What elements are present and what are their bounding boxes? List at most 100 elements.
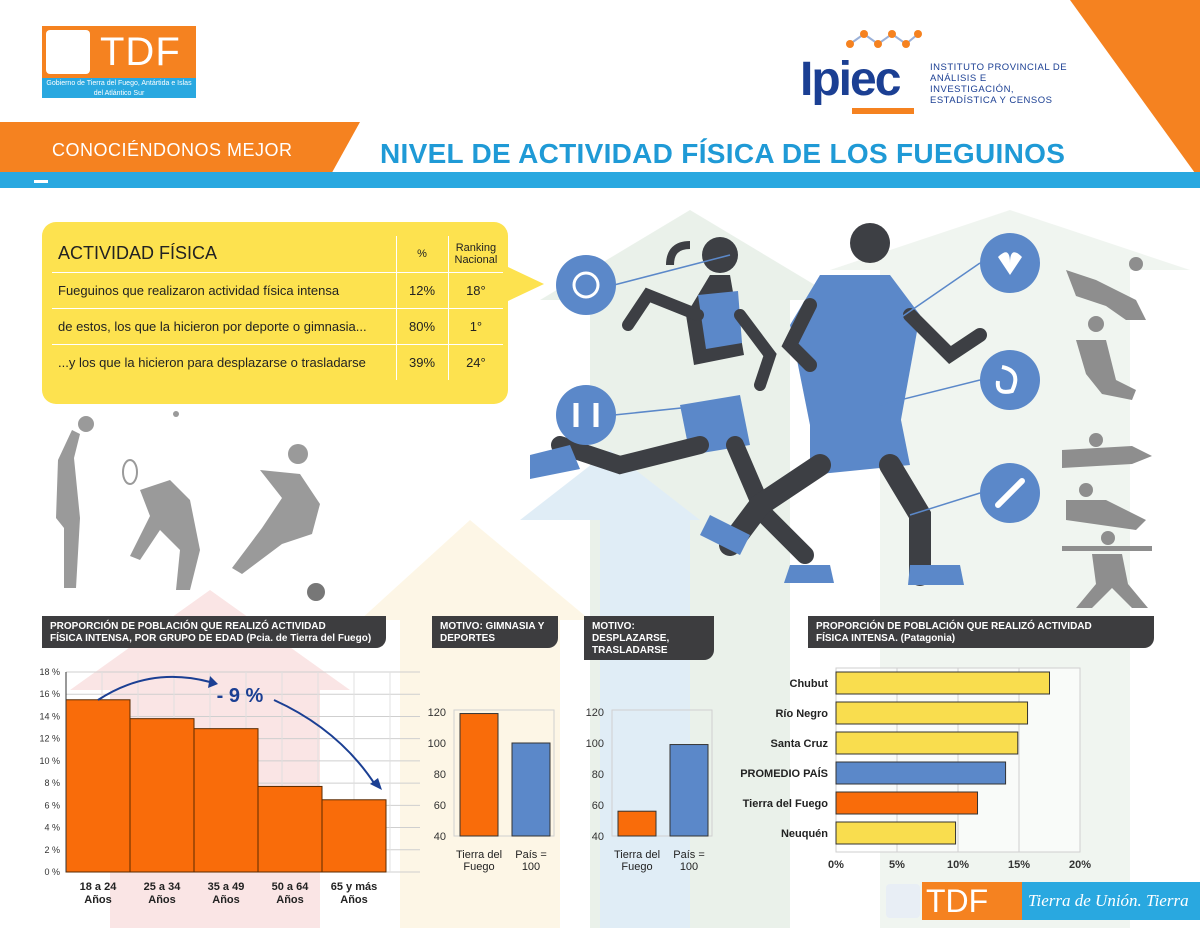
table-col-rank: Ranking Nacional (448, 236, 504, 273)
y-tick-label: 60 (592, 800, 604, 812)
x-tick-label: País = (673, 849, 705, 861)
move-chart-header: MOTIVO: DESPLAZARSE, TRASLADARSE (584, 616, 714, 660)
y-tick-label: 14 % (39, 711, 60, 721)
gym-chart-header: MOTIVO: GIMNASIA Y DEPORTES (432, 616, 558, 648)
y-tick-label: Chubut (790, 678, 829, 690)
activity-table: ACTIVIDAD FÍSICA % Ranking Nacional Fuegu… (52, 236, 504, 380)
shield-icon (46, 30, 90, 74)
stomach-icon (980, 350, 1040, 410)
y-tick-label: Santa Cruz (771, 738, 829, 750)
shield-icon (886, 884, 920, 918)
callout-tail (506, 266, 544, 302)
y-tick-label: 120 (586, 707, 604, 719)
section-banner (0, 122, 360, 174)
age-bar-chart: 0 % 2 % 4 % 6 % 8 % 10 % 12 % 14 % 16 % 18 % 18 a … (39, 667, 420, 906)
banner-stripe (0, 172, 984, 188)
y-tick-label: 80 (434, 769, 446, 781)
x-tick-label: 35 a 49 (208, 881, 245, 893)
arrow-head (208, 676, 218, 688)
exercise-silhouettes (1062, 257, 1152, 608)
tdf-logo-subtitle: Gobierno de Tierra del Fuego, Antártida … (42, 78, 196, 98)
y-tick-label: 6 % (44, 800, 60, 810)
bar (65, 699, 131, 873)
y-tick-label: 40 (434, 831, 446, 843)
bar (835, 791, 979, 815)
y-tick-label: 100 (586, 738, 604, 750)
bar (835, 671, 1050, 695)
bar (617, 810, 657, 837)
brain-icon (556, 255, 616, 315)
bar (835, 821, 957, 845)
footer-tdf: TDF (922, 882, 1022, 920)
x-tick-label: Fuego (463, 861, 494, 873)
y-tick-label: 60 (434, 800, 446, 812)
y-tick-label: 18 % (39, 667, 60, 677)
footer-logo: TDF Tierra de Unión. Tierra del Fuego. (886, 882, 1200, 922)
x-tick-label: 100 (522, 861, 540, 873)
network-icon (846, 30, 922, 48)
page-title: NIVEL DE ACTIVIDAD FÍSICA DE LOS FUEGUIN… (380, 138, 1066, 169)
bar (835, 731, 1019, 755)
x-tick-label: 10% (947, 859, 969, 871)
bar (321, 799, 387, 873)
trend-arrow (273, 699, 377, 787)
bar (257, 785, 323, 873)
y-tick-label: 100 (428, 738, 446, 750)
bar (669, 744, 709, 837)
corner-decoration (1070, 0, 1200, 180)
x-tick-label: 25 a 34 (144, 881, 182, 893)
arrow-head (370, 778, 382, 790)
x-tick-label: 65 y más (331, 881, 377, 893)
x-tick-label: Años (276, 894, 304, 906)
x-tick-label: Años (340, 894, 368, 906)
x-tick-label: Fuego (621, 861, 652, 873)
y-tick-label: 16 % (39, 689, 60, 699)
banner-stripe-right (890, 172, 1200, 188)
trend-arrow (97, 675, 211, 701)
tdf-logo: TDF Gobierno de Tierra del Fuego, Antárt… (42, 26, 196, 98)
y-tick-label: 0 % (44, 867, 60, 877)
y-tick-label: 10 % (39, 756, 60, 766)
y-tick-label: 4 % (44, 823, 60, 833)
x-tick-label: 0% (828, 859, 844, 871)
section-label: CONOCIÉNDONOS MEJOR (52, 140, 293, 160)
table-row: Fueguinos que realizaron actividad físic… (52, 272, 504, 309)
y-tick-label: PROMEDIO PAÍS (740, 767, 828, 780)
bar (459, 713, 499, 837)
ipiec-name: Ipiec (800, 53, 901, 106)
runners-illustration (530, 223, 987, 586)
body-icons (556, 233, 1040, 523)
x-tick-label: Tierra del (456, 849, 502, 861)
table-row: de estos, los que la hicieron por deport… (52, 308, 504, 345)
x-tick-label: Tierra del (614, 849, 660, 861)
table-heading: ACTIVIDAD FÍSICA (52, 236, 397, 273)
x-tick-label: 50 a 64 (272, 881, 310, 893)
bar (129, 718, 195, 873)
x-tick-label: 5% (889, 859, 905, 871)
x-tick-label: País = (515, 849, 547, 861)
y-tick-label: Tierra del Fuego (743, 798, 829, 810)
x-tick-label: 20% (1069, 859, 1091, 871)
y-tick-label: 12 % (39, 734, 60, 744)
y-tick-label: 80 (592, 769, 604, 781)
patagonia-bar-chart: 0% 5% 10% 15% 20% Chubut Río Negro Santa Cruz PR… (740, 667, 1091, 871)
plot-frame (453, 709, 555, 837)
bar (835, 761, 1007, 785)
x-tick-label: Años (148, 894, 176, 906)
annotation-label: - 9 % (217, 685, 264, 707)
x-tick-label: 18 a 24 (80, 881, 118, 893)
x-tick-label: 100 (680, 861, 698, 873)
y-tick-label: Neuquén (781, 828, 828, 840)
y-tick-label: 8 % (44, 778, 60, 788)
bar (193, 728, 259, 873)
sports-silhouettes (56, 411, 325, 601)
y-tick-label: 40 (592, 831, 604, 843)
y-tick-label: Río Negro (775, 708, 828, 720)
y-tick-label: 120 (428, 707, 446, 719)
patagonia-chart-header: PROPORCIÓN DE POBLACIÓN QUE REALIZÓ ACTI… (808, 616, 1154, 648)
footer-tagline: Tierra de Unión. Tierra del Fuego. (1022, 882, 1200, 920)
ipiec-logo: Ipiec INSTITUTO PROVINCIAL DE ANÁLISIS E… (800, 26, 1070, 114)
table-col-pct: % (396, 236, 449, 273)
